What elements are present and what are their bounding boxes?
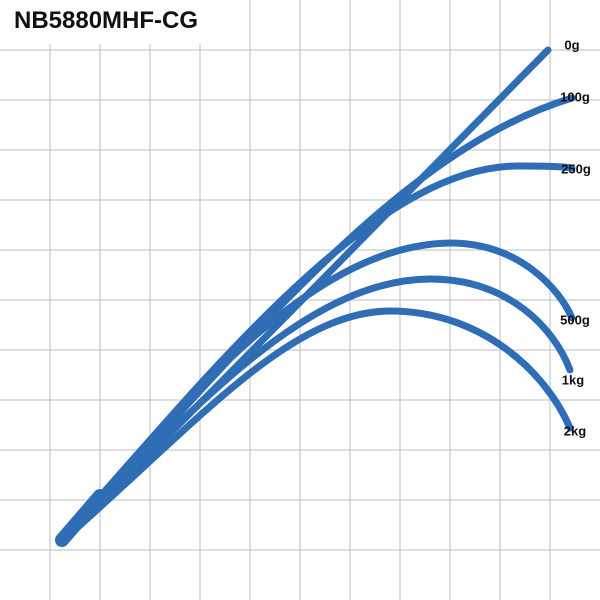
title-backdrop — [0, 0, 230, 44]
bend-curve — [56, 239, 576, 547]
curve-label: 2kg — [564, 423, 586, 438]
curve-label: 100g — [560, 89, 590, 104]
bend-curve — [56, 275, 574, 547]
bend-curve — [56, 307, 574, 547]
curve-label: 0g — [564, 37, 579, 52]
bend-curve — [56, 162, 576, 547]
rod-butt — [55, 489, 107, 547]
title: NB5880MHF-CG — [14, 7, 198, 34]
curve-label: 500g — [560, 312, 590, 327]
curve-label: 250g — [561, 161, 591, 176]
curve-label: 1kg — [562, 372, 584, 387]
